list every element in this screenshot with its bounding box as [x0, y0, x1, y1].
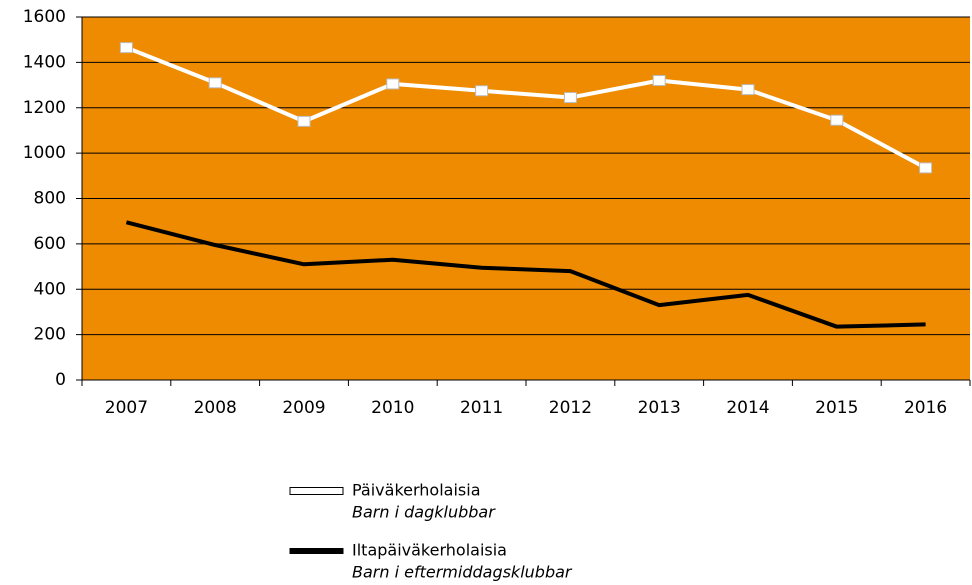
point-marker [830, 114, 844, 126]
point-marker [208, 77, 222, 89]
legend-translation: Barn i dagklubbar [352, 503, 496, 522]
x-tick-label: 2010 [371, 398, 414, 418]
y-tick-label: 600 [34, 234, 66, 254]
x-tick-label: 2016 [904, 398, 947, 418]
x-tick-label: 2012 [549, 398, 592, 418]
y-tick-label: 200 [34, 325, 66, 345]
y-tick-label: 0 [55, 370, 66, 390]
x-tick-label: 2009 [282, 398, 325, 418]
x-tick-label: 2008 [194, 398, 237, 418]
y-tick-label: 1200 [23, 98, 66, 118]
legend-label: Päiväkerholaisia [352, 481, 481, 500]
legend-swatch [289, 548, 344, 554]
y-tick-label: 800 [34, 189, 66, 209]
legend-swatch [289, 487, 344, 495]
point-marker [297, 115, 311, 127]
point-marker [563, 92, 577, 104]
x-tick-label: 2011 [460, 398, 503, 418]
series-line [125, 220, 926, 329]
point-marker [919, 162, 933, 174]
x-tick-label: 2013 [638, 398, 681, 418]
y-tick-label: 1000 [23, 143, 66, 163]
point-marker [119, 42, 133, 54]
x-tick-label: 2015 [815, 398, 858, 418]
legend-label: Iltapäiväkerholaisia [352, 541, 507, 560]
y-tick-label: 1600 [23, 7, 66, 27]
series-line [125, 45, 927, 170]
y-tick-label: 400 [34, 279, 66, 299]
point-marker [386, 78, 400, 90]
point-marker [475, 85, 489, 97]
point-marker [741, 84, 755, 96]
x-tick-label: 2014 [726, 398, 769, 418]
y-tick-label: 1400 [23, 52, 66, 72]
point-marker [652, 75, 666, 87]
legend-translation: Barn i eftermiddagsklubbar [352, 563, 573, 582]
x-tick-label: 2007 [105, 398, 148, 418]
